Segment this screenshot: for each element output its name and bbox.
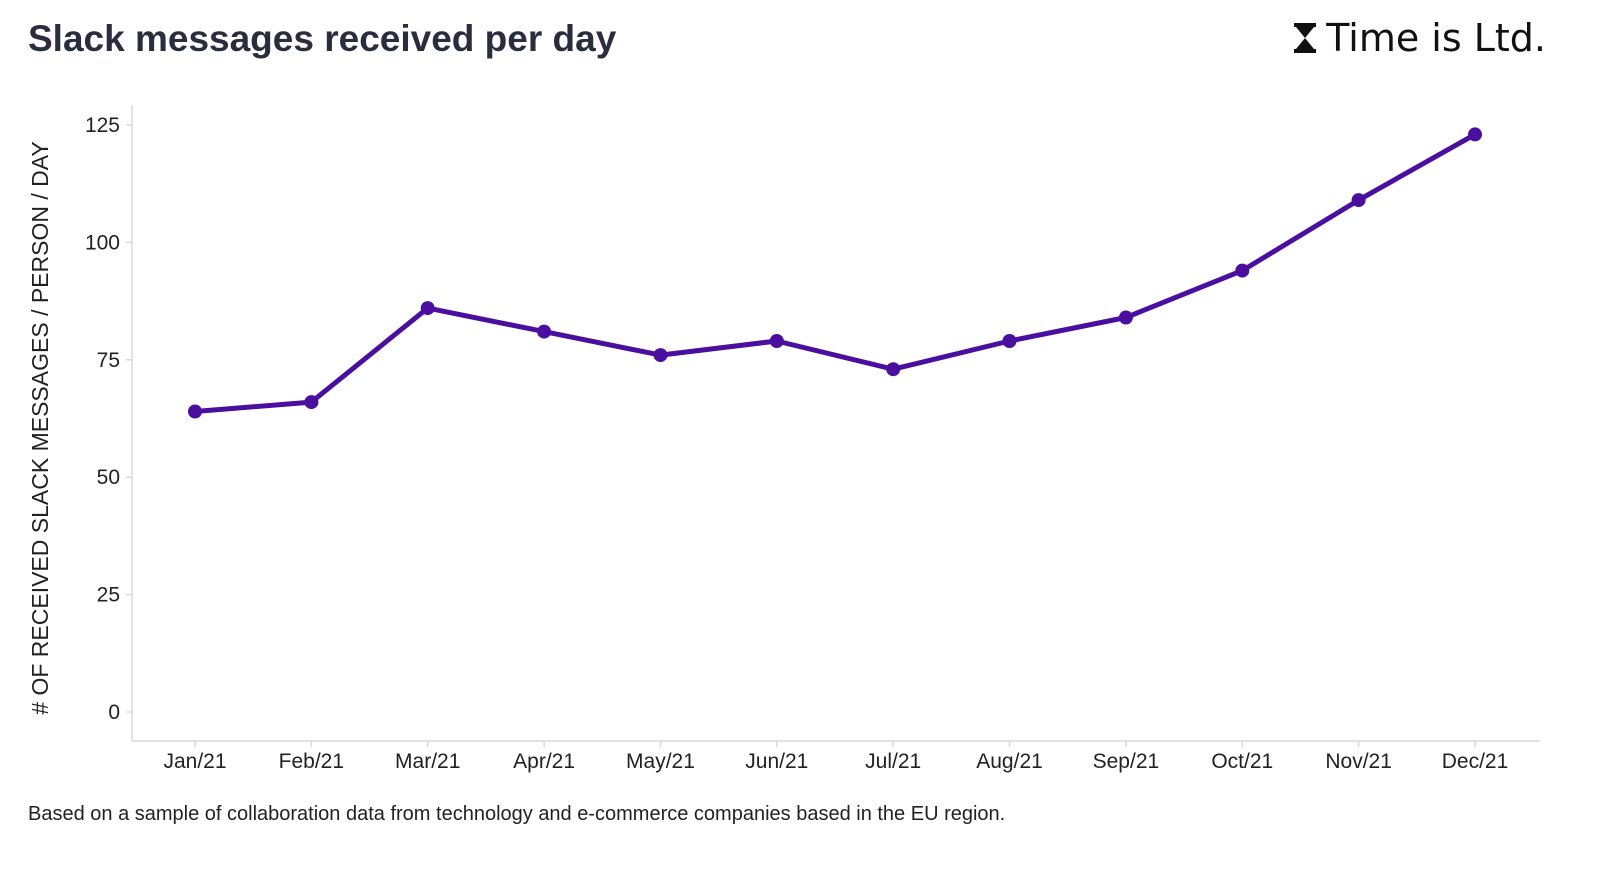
- data-point-mar-21: [420, 301, 435, 316]
- x-tick-label: Apr/21: [513, 750, 575, 773]
- data-point-dec-21: [1468, 127, 1482, 142]
- data-point-jul-21: [886, 362, 901, 377]
- x-tick-label: May/21: [626, 750, 695, 773]
- data-point-jan-21: [188, 404, 202, 419]
- data-point-feb-21: [304, 395, 319, 410]
- y-tick-label: 50: [97, 466, 120, 489]
- x-tick-label: Aug/21: [976, 750, 1043, 773]
- chart-caption: Based on a sample of collaboration data …: [28, 803, 1006, 825]
- y-tick-label: 75: [97, 349, 120, 372]
- x-tick-label: Feb/21: [279, 750, 344, 773]
- x-tick-label: Jul/21: [865, 750, 921, 773]
- hourglass-icon: [1294, 23, 1317, 53]
- data-point-oct-21: [1235, 263, 1250, 278]
- y-axis-label: # OF RECEIVED SLACK MESSAGES / PERSON / …: [27, 141, 53, 714]
- x-tick-label: Mar/21: [395, 750, 460, 773]
- x-tick-label: Nov/21: [1325, 750, 1392, 773]
- data-point-sep-21: [1118, 310, 1133, 325]
- x-tick-label: Jan/21: [163, 750, 226, 773]
- data-point-nov-21: [1351, 193, 1366, 208]
- x-tick-label: Oct/21: [1211, 750, 1273, 773]
- brand-logo: Time is Ltd.: [1294, 16, 1546, 60]
- x-tick-label: Jun/21: [745, 750, 808, 773]
- brand-name: Time is Ltd.: [1326, 16, 1546, 60]
- chart-title: Slack messages received per day: [28, 18, 617, 59]
- data-point-aug-21: [1002, 334, 1017, 348]
- series-line: [192, 131, 1478, 414]
- y-tick-label: 0: [108, 701, 120, 724]
- data-point-jun-21: [769, 334, 784, 348]
- y-tick-label: 100: [85, 231, 120, 254]
- data-point-may-21: [653, 348, 668, 363]
- y-tick-label: 125: [85, 114, 120, 137]
- x-tick-label: Dec/21: [1442, 750, 1509, 773]
- data-point-apr-21: [537, 324, 552, 339]
- x-tick-label: Sep/21: [1093, 750, 1160, 773]
- y-tick-label: 25: [97, 584, 120, 607]
